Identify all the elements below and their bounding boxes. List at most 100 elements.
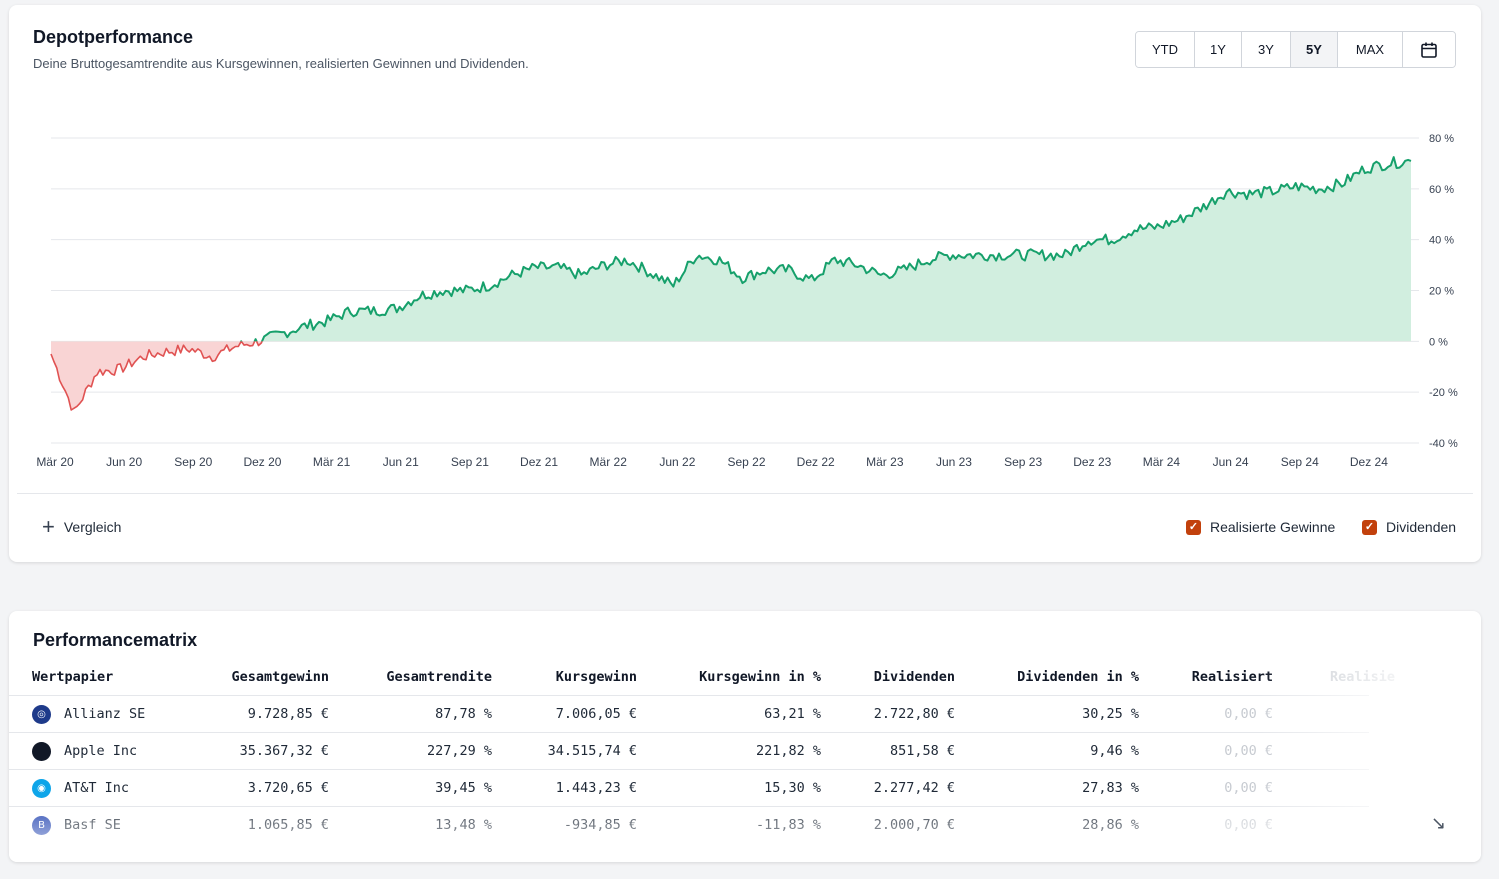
table-cell: 0,00 €: [1224, 780, 1273, 796]
table-cell: 63,21 %: [764, 706, 821, 722]
performance-line-positive: [240, 156, 1412, 342]
table-cell: 28,86 %: [1082, 817, 1139, 833]
x-tick-label: Mär 20: [36, 455, 74, 469]
column-header[interactable]: Realisie: [1330, 669, 1396, 685]
column-header[interactable]: Kursgewinn: [555, 669, 637, 685]
security-name[interactable]: Basf SE: [64, 817, 121, 833]
basf-logo-icon: B: [32, 816, 51, 835]
table-cell: 15,30 %: [764, 780, 821, 796]
security-name[interactable]: Apple Inc: [64, 743, 138, 759]
performance-card: Depotperformance Deine Bruttogesamtrendi…: [9, 5, 1481, 562]
security-name[interactable]: AT&T Inc: [64, 780, 130, 796]
performance-subtitle: Deine Bruttogesamtrendite aus Kursgewinn…: [33, 56, 529, 71]
range-max-button[interactable]: MAX: [1338, 32, 1403, 67]
x-tick-label: Dez 24: [1350, 455, 1388, 469]
table-row[interactable]: Apple Inc 35.367,32 € 227,29 % 34.515,74 € 2…: [9, 733, 1369, 770]
table-cell: 227,29 %: [426, 743, 492, 759]
realized-gains-label: Realisierte Gewinne: [1210, 519, 1336, 535]
performance-title: Depotperformance: [33, 27, 194, 47]
range-selector: YTD 1Y 3Y 5Y MAX: [1135, 31, 1456, 68]
x-tick-label: Dez 20: [243, 455, 281, 469]
x-tick-label: Mär 21: [313, 455, 351, 469]
table-header-row: Wertpapier Gesamtgewinn Gesamtrendite Ku…: [9, 659, 1395, 696]
att-logo-icon: ◉: [32, 779, 51, 798]
column-header[interactable]: Dividenden: [873, 669, 955, 685]
table-cell: 2.722,80 €: [873, 706, 955, 722]
plus-icon: +: [42, 514, 55, 539]
x-tick-label: Dez 23: [1073, 455, 1111, 469]
x-tick-label: Sep 22: [728, 455, 766, 469]
x-tick-label: Jun 21: [383, 455, 419, 469]
range-1y-button[interactable]: 1Y: [1195, 32, 1242, 67]
column-header[interactable]: Realisiert: [1191, 669, 1273, 685]
column-header[interactable]: Dividenden in %: [1017, 669, 1139, 685]
table-cell: 1.443,23 €: [555, 780, 637, 796]
range-3y-button[interactable]: 3Y: [1242, 32, 1291, 67]
allianz-logo-icon: ◎: [32, 705, 51, 724]
x-tick-label: Sep 23: [1004, 455, 1042, 469]
calendar-button[interactable]: [1403, 32, 1455, 67]
table-cell: 2.277,42 €: [873, 780, 955, 796]
security-name[interactable]: Allianz SE: [64, 706, 146, 722]
positive-area: [51, 157, 1411, 342]
table-cell: 34.515,74 €: [547, 743, 637, 759]
x-tick-label: Jun 20: [106, 455, 142, 469]
table-cell: 0,00 €: [1224, 817, 1273, 833]
range-5y-button[interactable]: 5Y: [1291, 32, 1338, 67]
checkbox-checked-icon: ✓: [1362, 519, 1377, 535]
x-tick-label: Dez 22: [797, 455, 835, 469]
column-header[interactable]: Gesamtrendite: [386, 669, 492, 685]
checkbox-checked-icon: ✓: [1186, 519, 1201, 535]
x-tick-label: Sep 21: [451, 455, 489, 469]
table-cell: 9,46 %: [1090, 743, 1139, 759]
table-cell: 0,00 €: [1224, 706, 1273, 722]
range-ytd-button[interactable]: YTD: [1136, 32, 1195, 67]
table-cell: -934,85 €: [563, 817, 637, 833]
table-cell: 13,48 %: [435, 817, 492, 833]
table-cell: 3.720,65 €: [247, 780, 329, 796]
table-cell: 30,25 %: [1082, 706, 1139, 722]
column-header[interactable]: Wertpapier: [32, 669, 114, 685]
matrix-title: Performancematrix: [33, 630, 198, 650]
column-header[interactable]: Kursgewinn in %: [699, 669, 821, 685]
y-tick-label: -20 %: [1429, 387, 1458, 399]
x-tick-label: Jun 23: [936, 455, 972, 469]
compare-button[interactable]: + Vergleich: [42, 514, 122, 539]
y-tick-label: 0 %: [1429, 336, 1448, 348]
table-cell: 35.367,32 €: [239, 743, 329, 759]
x-tick-label: Mär 22: [590, 455, 628, 469]
x-tick-label: Sep 24: [1281, 455, 1319, 469]
x-tick-label: Mär 24: [1143, 455, 1181, 469]
expand-arrow-icon[interactable]: ↘: [1431, 813, 1447, 834]
table-cell: -11,83 %: [755, 817, 821, 833]
apple-logo-icon: [32, 742, 51, 761]
y-tick-label: 80 %: [1429, 133, 1454, 145]
dividends-label: Dividenden: [1386, 519, 1457, 535]
performance-chart: 80 % 60 % 40 % 20 % 0 % -20 % -40 % Mär 20 Jun …: [36, 133, 1458, 469]
y-tick-label: 20 %: [1429, 286, 1454, 298]
column-header[interactable]: Gesamtgewinn: [231, 669, 329, 685]
compare-label: Vergleich: [63, 519, 122, 535]
x-tick-label: Jun 24: [1213, 455, 1249, 469]
matrix-card: Performancematrix Wertpapier Gesamtgewin…: [9, 611, 1481, 862]
table-cell: 1.065,85 €: [247, 817, 329, 833]
x-tick-label: Jun 22: [659, 455, 695, 469]
realized-gains-checkbox[interactable]: ✓ Realisierte Gewinne: [1186, 519, 1335, 535]
x-tick-label: Dez 21: [520, 455, 558, 469]
dividends-checkbox[interactable]: ✓ Dividenden: [1362, 519, 1456, 535]
y-tick-label: 40 %: [1429, 235, 1454, 247]
table-cell: 39,45 %: [435, 780, 492, 796]
y-tick-label: -40 %: [1429, 438, 1458, 450]
x-tick-label: Sep 20: [174, 455, 212, 469]
table-cell: 9.728,85 €: [247, 706, 329, 722]
table-cell: 2.000,70 €: [873, 817, 955, 833]
y-tick-label: 60 %: [1429, 184, 1454, 196]
table-cell: 0,00 €: [1224, 743, 1273, 759]
x-tick-label: Mär 23: [866, 455, 904, 469]
negative-area: [51, 341, 263, 410]
table-row[interactable]: B Basf SE 1.065,85 € 13,48 % -934,85 € -11,83…: [9, 807, 1369, 844]
table-cell: 27,83 %: [1082, 780, 1139, 796]
table-row[interactable]: ◎ Allianz SE 9.728,85 € 87,78 % 7.006,05 € 63…: [9, 696, 1369, 733]
table-row[interactable]: ◉ AT&T Inc 3.720,65 € 39,45 % 1.443,23 € 15,3…: [9, 770, 1369, 807]
table-cell: 87,78 %: [435, 706, 492, 722]
